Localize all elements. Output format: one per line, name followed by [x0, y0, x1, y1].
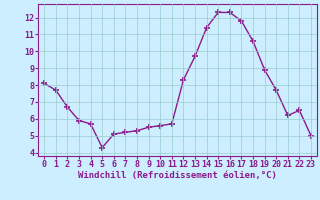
- X-axis label: Windchill (Refroidissement éolien,°C): Windchill (Refroidissement éolien,°C): [78, 171, 277, 180]
